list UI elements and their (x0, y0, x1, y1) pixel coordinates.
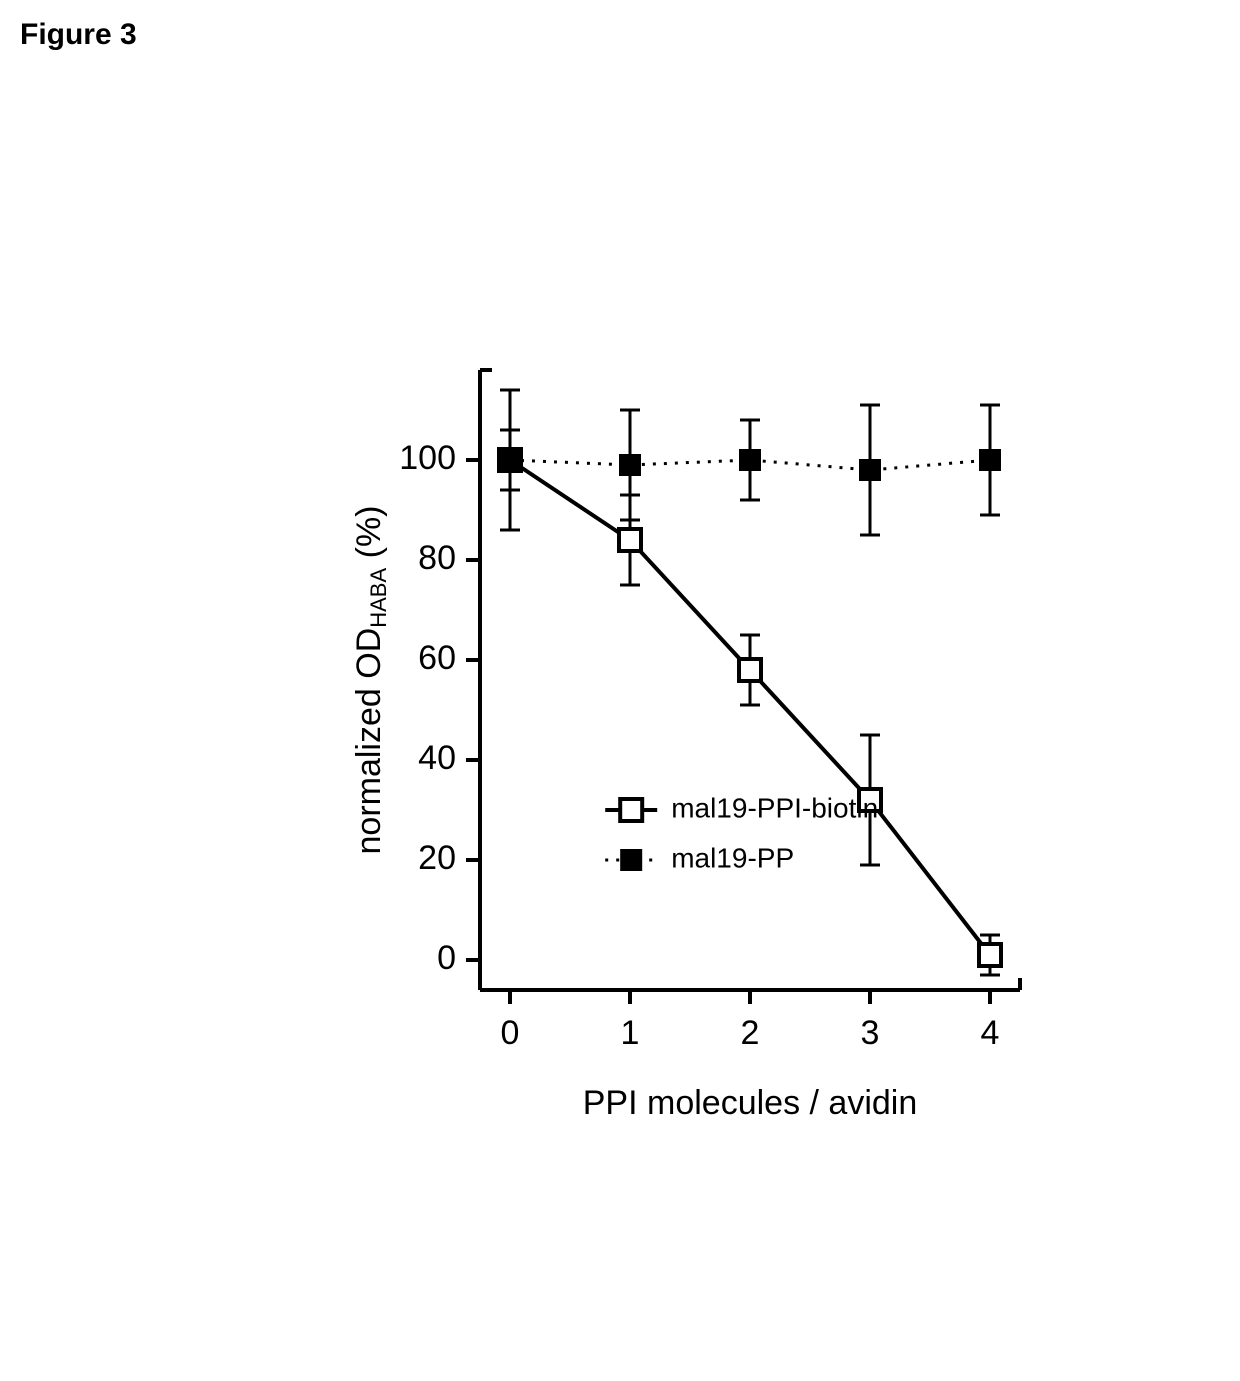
legend-label: mal19-PP (671, 842, 794, 873)
figure-caption: Figure 3 (20, 18, 137, 52)
x-tick-label: 2 (741, 1014, 760, 1052)
series-marker (979, 944, 1001, 966)
y-tick-label: 0 (437, 939, 456, 977)
x-axis-label: PPI molecules / avidin (583, 1084, 918, 1122)
series-marker (619, 529, 641, 551)
y-tick-label: 80 (418, 539, 456, 577)
series-marker (979, 449, 1001, 471)
x-tick-label: 4 (981, 1014, 1000, 1052)
y-tick-label: 40 (418, 739, 456, 777)
series-marker (739, 659, 761, 681)
x-tick-label: 1 (621, 1014, 640, 1052)
series-marker (499, 449, 521, 471)
series-marker (619, 454, 641, 476)
chart-svg: 0 20 40 60 80 100 0 1 2 3 4 PPI molecules / avidin n… (340, 330, 1100, 1190)
chart-container: 0 20 40 60 80 100 0 1 2 3 4 PPI molecules / avidin n… (340, 330, 1100, 1190)
series-marker (859, 459, 881, 481)
legend-marker (620, 799, 642, 821)
x-tick-label: 0 (501, 1014, 520, 1052)
y-tick-label: 20 (418, 839, 456, 877)
y-axis-label: normalized ODHABA (%) (350, 506, 391, 855)
y-tick-label: 60 (418, 639, 456, 677)
series-marker (739, 449, 761, 471)
legend-marker (620, 849, 642, 871)
legend-label: mal19-PPI-biotin (671, 792, 878, 823)
x-tick-label: 3 (861, 1014, 880, 1052)
y-tick-label: 100 (399, 439, 456, 477)
y-axis-label-group: normalized ODHABA (%) (350, 506, 391, 855)
